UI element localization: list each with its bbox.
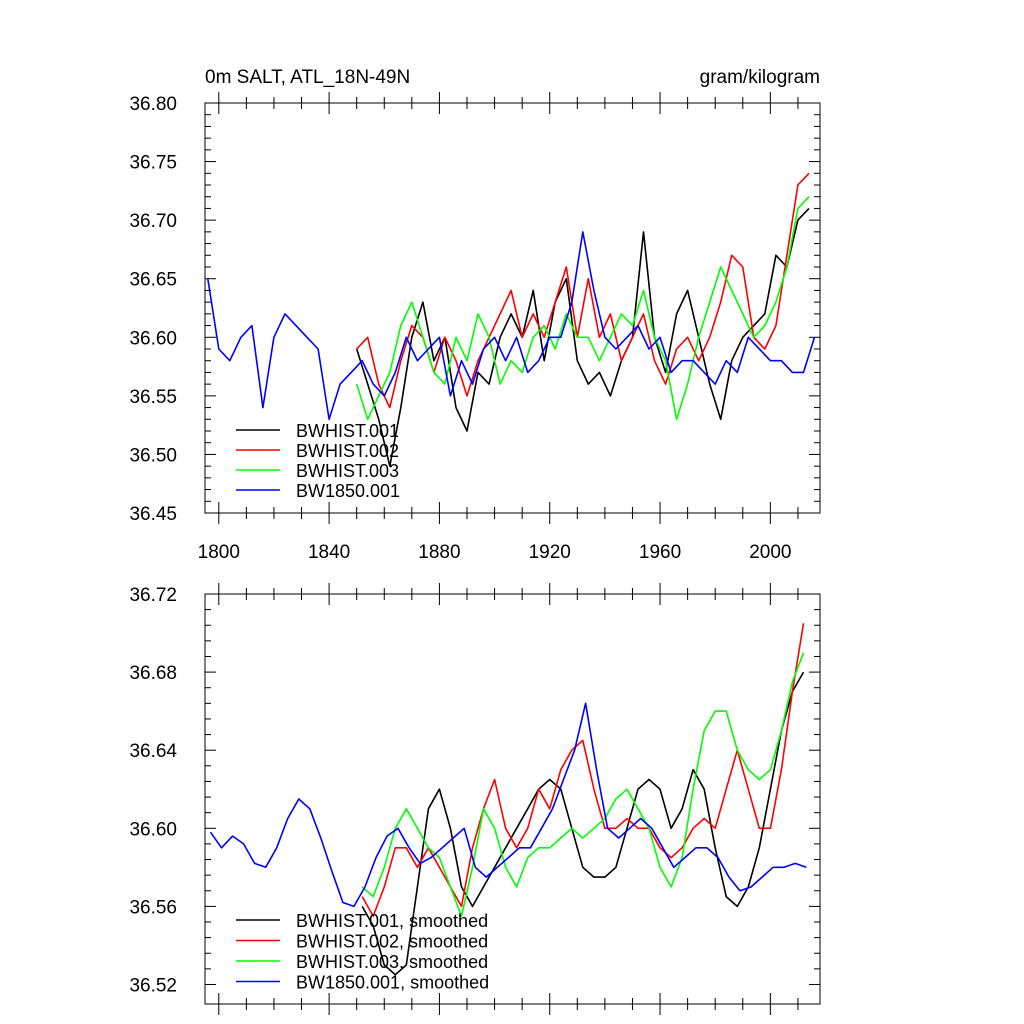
bottom-axes: 36.52 36.56 36.60 36.64 36.68 36.72	[129, 583, 820, 1015]
bottom-ytick-label: 36.56	[129, 897, 177, 918]
bottom-panel: 36.52 36.56 36.60 36.64 36.68 36.72 BWHIST.00…	[129, 583, 821, 1015]
top-legend-label: BW1850.001	[296, 481, 400, 501]
bottom-ytick-label: 36.52	[129, 975, 177, 996]
top-legend-label: BWHIST.001	[296, 421, 399, 441]
bottom-series	[209, 623, 807, 976]
bottom-ytick-label: 36.68	[129, 663, 177, 684]
top-legend-label: BWHIST.003	[296, 461, 399, 481]
top-legend-label: BWHIST.002	[296, 441, 399, 461]
top-xtick-label: 1800	[198, 542, 240, 563]
bottom-ytick-label: 36.60	[129, 819, 177, 840]
top-chart-units: gram/kilogram	[700, 67, 820, 88]
top-series-line-3	[355, 196, 810, 421]
top-ytick-label: 36.55	[129, 387, 177, 408]
bottom-legend-label: BWHIST.003, smoothed	[296, 952, 488, 972]
top-panel: 0m SALT, ATL_18N-49N gram/kilogram 36.45…	[129, 67, 821, 563]
bottom-legend-label: BWHIST.001, smoothed	[296, 911, 488, 931]
top-ytick-label: 36.80	[129, 94, 177, 115]
bottom-series-line-3	[361, 652, 805, 917]
bottom-series-line-4	[209, 702, 807, 908]
top-xtick-label: 1880	[418, 542, 460, 563]
top-xtick-label: 2000	[749, 542, 791, 563]
bottom-legend-label: BW1850.001, smoothed	[296, 973, 489, 993]
top-xtick-label: 1920	[529, 542, 571, 563]
top-series-line-1	[355, 207, 810, 467]
bottom-series-line-2	[361, 623, 805, 917]
top-ytick-label: 36.45	[129, 504, 177, 525]
bottom-series-line-1	[361, 671, 805, 976]
bottom-ytick-label: 36.64	[129, 741, 177, 762]
top-plot-frame	[204, 102, 821, 514]
top-ytick-label: 36.60	[129, 328, 177, 349]
top-xtick-label: 1840	[308, 542, 350, 563]
top-ytick-label: 36.65	[129, 270, 177, 291]
bottom-plot-frame	[204, 593, 821, 1005]
bottom-legend-label: BWHIST.002, smoothed	[296, 932, 488, 952]
top-axes: 36.45 36.50 36.55 36.60 36.65 36.70 36.75 36.80…	[129, 92, 820, 563]
top-ytick-label: 36.70	[129, 211, 177, 232]
top-xtick-label: 1960	[639, 542, 681, 563]
top-series-line-4	[207, 231, 816, 421]
top-ytick-label: 36.50	[129, 445, 177, 466]
top-ytick-label: 36.75	[129, 153, 177, 174]
bottom-ytick-label: 36.72	[129, 585, 177, 606]
top-chart-title: 0m SALT, ATL_18N-49N	[205, 67, 410, 88]
top-series	[207, 172, 816, 467]
